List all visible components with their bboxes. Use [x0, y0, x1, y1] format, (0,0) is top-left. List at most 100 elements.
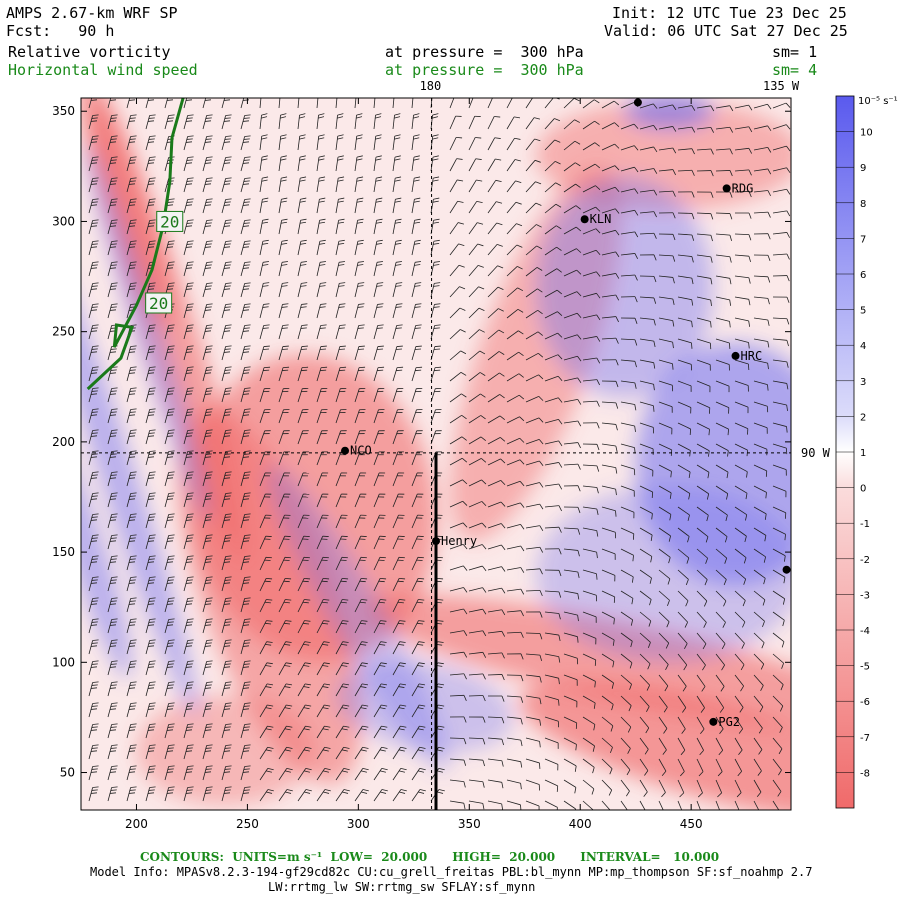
barb-shaft [487, 779, 502, 783]
barb-shaft [487, 437, 501, 445]
barb-shaft [696, 443, 710, 452]
barb-shaft [145, 514, 151, 529]
barb-flag [357, 285, 364, 287]
barb-shaft [639, 125, 654, 130]
wind-barb [696, 800, 701, 810]
barb-flag [205, 663, 212, 665]
barb-flag [185, 162, 193, 164]
wind-barb [582, 779, 595, 795]
barb-flag [432, 155, 439, 158]
barb-shaft [601, 401, 616, 404]
barb-flag [110, 264, 117, 266]
barb-shaft [658, 737, 667, 751]
barb-shaft [202, 409, 208, 424]
barb-shaft [88, 451, 94, 466]
barb-flag [243, 516, 250, 518]
barb-flag [223, 99, 231, 101]
barb-shaft [126, 577, 132, 592]
barb-shaft [525, 758, 540, 764]
barb-flag [648, 620, 652, 627]
barb-shaft [240, 787, 246, 802]
barb-shaft [297, 683, 306, 697]
barb-shaft [240, 367, 246, 382]
wind-barb [468, 716, 486, 723]
barb-shaft [316, 514, 323, 529]
barb-flag [128, 372, 136, 374]
wind-barb [240, 576, 251, 592]
wind-barb [506, 631, 524, 638]
wind-barb [164, 429, 175, 445]
barb-flag [187, 702, 194, 704]
barb-flag [558, 634, 561, 641]
wind-barb [126, 765, 137, 781]
wind-barb [715, 569, 727, 586]
wind-barb [164, 576, 175, 592]
barb-flag [285, 791, 292, 794]
barb-shaft [278, 578, 286, 592]
barb-shaft [544, 98, 554, 109]
barb-flag [726, 493, 729, 500]
barb-flag [187, 492, 194, 494]
barb-flag [109, 204, 117, 206]
barb-flag [223, 246, 231, 248]
barb-flag [375, 134, 382, 137]
barb-shaft [297, 578, 305, 592]
barb-flag [284, 770, 292, 773]
barb-shaft [753, 632, 765, 643]
barb-shaft [354, 514, 361, 529]
wind-barb [297, 218, 307, 235]
wind-barb [753, 653, 765, 670]
wind-barb [620, 800, 628, 810]
wind-barb [449, 565, 468, 571]
barb-shaft [107, 724, 113, 739]
barb-flag [204, 666, 212, 668]
wind-barb [88, 98, 98, 109]
barb-flag [767, 168, 772, 175]
barb-shaft [639, 674, 650, 686]
barb-flag [417, 728, 424, 731]
barb-flag [147, 771, 155, 773]
barb-shaft [107, 409, 113, 424]
y-tick-label: 150 [52, 545, 75, 559]
barb-shaft [677, 485, 691, 494]
wind-barb [734, 212, 752, 219]
barb-shaft [411, 241, 416, 256]
barb-flag [148, 684, 155, 686]
barb-flag [204, 582, 212, 584]
wind-barb [639, 189, 658, 196]
wind-barb [221, 765, 232, 781]
wind-barb [715, 695, 725, 713]
barb-shaft [183, 766, 189, 781]
wind-barb [107, 282, 118, 298]
barb-shaft [753, 443, 768, 450]
barb-flag [206, 534, 213, 536]
barb-shaft [658, 104, 673, 109]
wind-barb [145, 98, 155, 109]
wind-barb [544, 569, 562, 577]
barb-shaft [259, 409, 265, 424]
barb-flag [286, 746, 293, 749]
barb-flag [463, 781, 466, 788]
barb-shaft [639, 359, 654, 364]
barb-flag [148, 327, 155, 329]
barb-flag [324, 767, 331, 771]
barb-flag [767, 104, 772, 110]
barb-shaft [240, 325, 246, 340]
wind-barb [88, 198, 99, 214]
barb-shaft [658, 674, 669, 687]
wind-barb [259, 641, 273, 655]
barb-shaft [525, 138, 535, 151]
barb-shaft [354, 704, 363, 718]
barb-flag [394, 116, 401, 119]
barb-flag [691, 256, 694, 263]
barb-shaft [753, 146, 768, 151]
barb-flag [166, 750, 174, 752]
wind-barb [487, 566, 506, 572]
barb-flag [786, 275, 790, 282]
barb-flag [305, 789, 312, 792]
barb-shaft [278, 430, 285, 445]
barb-flag [242, 456, 250, 458]
wind-barb [715, 443, 729, 457]
wind-barb [316, 767, 331, 781]
barb-shaft [354, 725, 363, 739]
